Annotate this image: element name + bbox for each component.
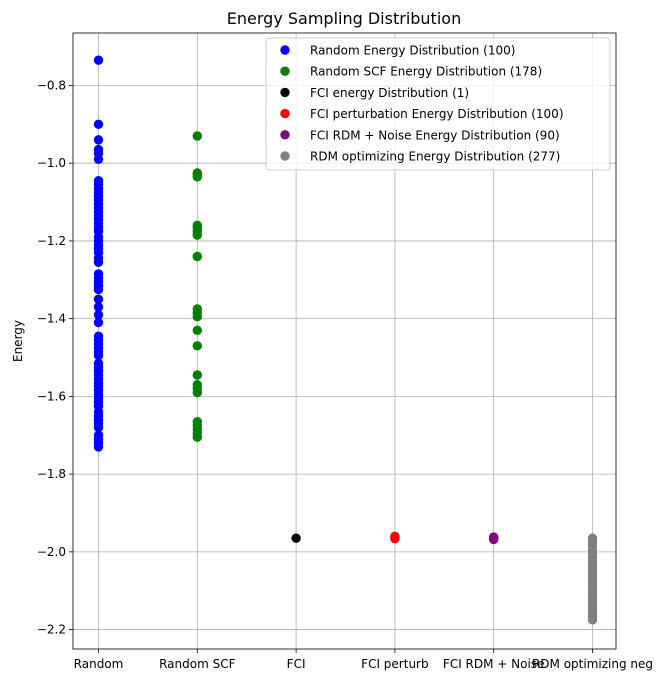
legend-marker [280, 66, 290, 76]
data-point [93, 135, 104, 145]
data-point [192, 131, 202, 141]
series-group [390, 531, 400, 544]
legend-marker [280, 151, 290, 161]
data-point [192, 230, 202, 240]
data-point [93, 310, 104, 320]
data-point [192, 312, 202, 322]
data-point [390, 533, 400, 544]
data-point [192, 370, 202, 380]
legend-marker [280, 45, 290, 55]
data-point [93, 422, 104, 433]
data-point [489, 534, 499, 545]
y-tick-label: −1.8 [37, 467, 66, 481]
y-tick-label: −2.0 [37, 545, 66, 559]
data-point [93, 154, 104, 165]
data-point [291, 533, 301, 543]
y-axis-label: Energy [11, 320, 25, 362]
legend-label: RDM optimizing Energy Distribution (277) [310, 150, 560, 164]
data-point [93, 284, 104, 295]
y-tick-label: −1.0 [37, 156, 66, 170]
legend-marker [280, 87, 290, 98]
x-tick-label: Random [74, 657, 124, 671]
chart-title: Energy Sampling Distribution [227, 9, 461, 28]
legend-marker [280, 108, 290, 119]
y-tick-label: −1.4 [37, 312, 66, 326]
data-point [93, 442, 104, 452]
x-tick-label: FCI [287, 657, 306, 671]
x-tick-label: FCI perturb [361, 657, 428, 671]
data-point [93, 317, 104, 328]
y-tick-label: −2.2 [37, 623, 66, 637]
series-group [291, 533, 301, 543]
legend: Random Energy Distribution (100) Random S… [265, 37, 611, 171]
series-group [587, 533, 598, 625]
legend-box [265, 37, 611, 171]
series-group [489, 532, 499, 545]
data-point [192, 172, 202, 182]
data-point [192, 251, 202, 262]
data-point [93, 302, 104, 312]
data-point [93, 350, 104, 361]
y-axis: −2.2 −2.0 −1.8 −1.6 −1.4 −1.2 −1.0 −0.8 [37, 78, 73, 637]
legend-label: Random SCF Energy Distribution (178) [310, 65, 542, 79]
series-group [192, 131, 202, 442]
data-point [192, 341, 202, 351]
data-point [192, 325, 202, 336]
data-point [93, 55, 104, 65]
x-tick-label: FCI RDM + Noise [443, 657, 545, 671]
legend-label: FCI RDM + Noise Energy Distribution (90) [310, 128, 560, 142]
legend-label: Random Energy Distribution (100) [310, 44, 515, 58]
series-group [93, 55, 104, 452]
data-point [192, 432, 202, 442]
data-point [93, 119, 104, 130]
data-point [587, 615, 598, 625]
data-point [93, 257, 104, 267]
x-tick-label: RDM optimizing neg [532, 657, 653, 671]
data-point [93, 294, 104, 304]
legend-label: FCI energy Distribution (1) [310, 86, 469, 100]
y-tick-label: −1.2 [37, 234, 66, 248]
x-axis: Random Random SCF FCI FCI perturb FCI RDM + … [74, 649, 653, 671]
legend-marker [280, 130, 290, 140]
legend-label: FCI perturbation Energy Distribution (10… [310, 107, 564, 121]
data-point [192, 387, 202, 398]
y-tick-label: −0.8 [37, 78, 66, 92]
y-tick-label: −1.6 [37, 389, 66, 403]
x-tick-label: Random SCF [159, 657, 235, 671]
data-points [93, 55, 598, 625]
plot-frame [72, 32, 617, 650]
